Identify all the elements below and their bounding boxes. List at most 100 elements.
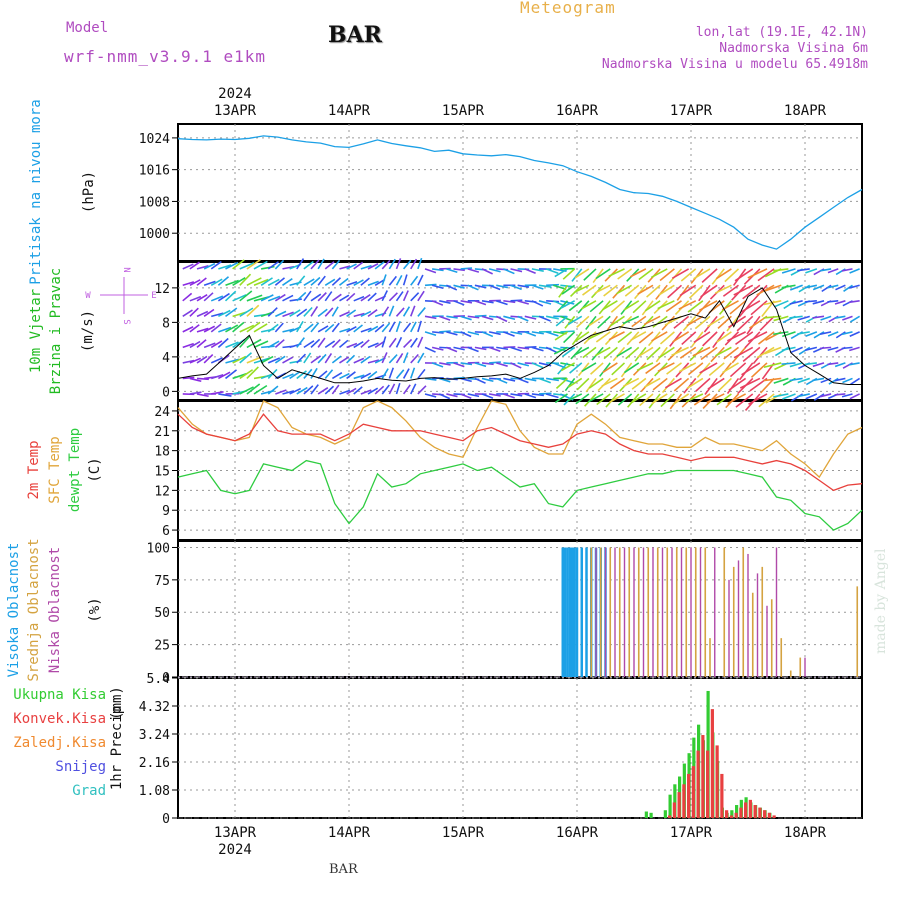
- convective-precip-bar: [701, 735, 705, 818]
- cloud-unit-label: (%): [87, 597, 103, 622]
- wind-arrow: [568, 377, 583, 388]
- wind-arrow: [439, 362, 451, 366]
- wind-arrow: [797, 393, 810, 398]
- wind-arrow: [331, 355, 342, 364]
- total-precip-bar: [673, 784, 677, 818]
- wind-arrow: [189, 340, 201, 349]
- wind-arrow: [563, 331, 576, 344]
- wind-arrow: [296, 258, 305, 270]
- wind-arrow: [331, 293, 342, 302]
- wind-arrow: [310, 322, 320, 333]
- wind-arrow: [664, 377, 682, 389]
- wind-arrow: [531, 331, 544, 335]
- top-year-label: 2024: [218, 86, 252, 102]
- wind-arrow: [239, 369, 254, 380]
- wind-arrow: [722, 362, 739, 374]
- wind-arrow: [196, 355, 208, 364]
- wind-arrow: [666, 362, 682, 375]
- wind-arrow: [182, 376, 195, 380]
- wind-arrow: [804, 284, 818, 289]
- wind-arrow: [446, 284, 458, 291]
- wind-arrow: [360, 339, 370, 348]
- wind-arrow: [260, 277, 273, 286]
- y-tick-label: 100: [147, 541, 170, 556]
- wind-arrow: [569, 362, 583, 374]
- product-title: Meteogram: [520, 0, 616, 17]
- wind-arrow: [346, 371, 356, 380]
- wind-arrow: [531, 268, 544, 272]
- wind-arrow: [253, 323, 268, 333]
- precip-unit-label: (mm): [109, 686, 125, 720]
- wind-arrow: [659, 331, 675, 345]
- wind-arrow: [797, 377, 811, 384]
- wind-arrow: [367, 325, 379, 333]
- wind-arrow: [748, 393, 768, 405]
- wind-arrow: [488, 393, 501, 397]
- convective-precip-bar: [763, 810, 767, 818]
- wind-arrow: [602, 362, 618, 374]
- elevation-info: Nadmorska Visina 6m: [719, 41, 868, 56]
- wind-arrow: [324, 323, 335, 333]
- wind-arrow: [481, 393, 494, 399]
- wind-arrow: [296, 370, 307, 380]
- wind-arrow: [617, 331, 633, 344]
- wind-arrow: [708, 362, 725, 377]
- y-tick-label: 0: [162, 385, 170, 400]
- convective-precip-bar: [725, 810, 729, 818]
- wind-arrow: [750, 300, 768, 316]
- wind-arrow: [545, 268, 559, 275]
- wind-arrow: [388, 367, 395, 379]
- wind-arrow: [374, 385, 385, 395]
- wind-arrow: [289, 298, 302, 302]
- wind-arrow: [694, 315, 711, 330]
- wind-arrow: [560, 362, 576, 372]
- wind-arrow: [395, 258, 402, 270]
- wind-arrow: [218, 264, 232, 270]
- wind-arrow: [782, 393, 796, 400]
- wind-arrow: [827, 331, 839, 337]
- compass-s: S: [121, 319, 131, 324]
- temp-2m-legend: 2m Temp: [26, 440, 42, 499]
- convective-precip-bar: [744, 802, 748, 818]
- y-tick-label: 0: [162, 812, 170, 827]
- wind-arrow: [303, 323, 314, 333]
- wind-arrow: [688, 284, 704, 299]
- wind-arrow: [210, 260, 222, 270]
- mid-cloud-legend: Srednja Oblacnost: [26, 538, 42, 681]
- wind-arrow: [182, 292, 193, 302]
- wind-arrow: [495, 315, 508, 323]
- wind-arrow: [723, 346, 739, 360]
- wind-arrow: [417, 352, 425, 364]
- wind-arrow: [608, 331, 625, 341]
- wind-arrow: [692, 346, 711, 357]
- panel-frame-3: [177, 540, 863, 678]
- wind-arrow: [524, 377, 537, 382]
- wind-arrow: [729, 300, 747, 315]
- pressure-unit-label: (hPa): [81, 171, 97, 213]
- wind-arrow: [246, 304, 260, 317]
- wind-arrow: [510, 299, 523, 302]
- wind-arrow: [750, 362, 768, 378]
- wind-arrow: [267, 357, 281, 364]
- wind-arrow: [317, 258, 325, 270]
- wind-arrow: [303, 352, 312, 364]
- convective-precip-bar: [720, 773, 724, 818]
- wind-arrow: [553, 346, 568, 355]
- wind-arrow: [189, 357, 202, 364]
- wind-arrow: [446, 268, 458, 274]
- wind-arrow: [669, 393, 683, 410]
- wind-arrow: [446, 393, 458, 398]
- wind-arrow: [346, 263, 357, 270]
- wind-arrow: [446, 315, 458, 319]
- wind-arrow: [310, 293, 322, 302]
- wind-arrow: [798, 346, 811, 355]
- wind-arrow: [453, 268, 465, 272]
- wind-arrow: [693, 268, 711, 280]
- wind-arrow: [679, 346, 697, 359]
- wind-arrow: [623, 300, 640, 311]
- wind-arrow: [310, 338, 321, 348]
- total-precip-bar: [663, 810, 667, 818]
- wind-arrow: [781, 362, 796, 365]
- convective-precip-bar: [758, 807, 762, 818]
- wind-arrow: [488, 284, 501, 291]
